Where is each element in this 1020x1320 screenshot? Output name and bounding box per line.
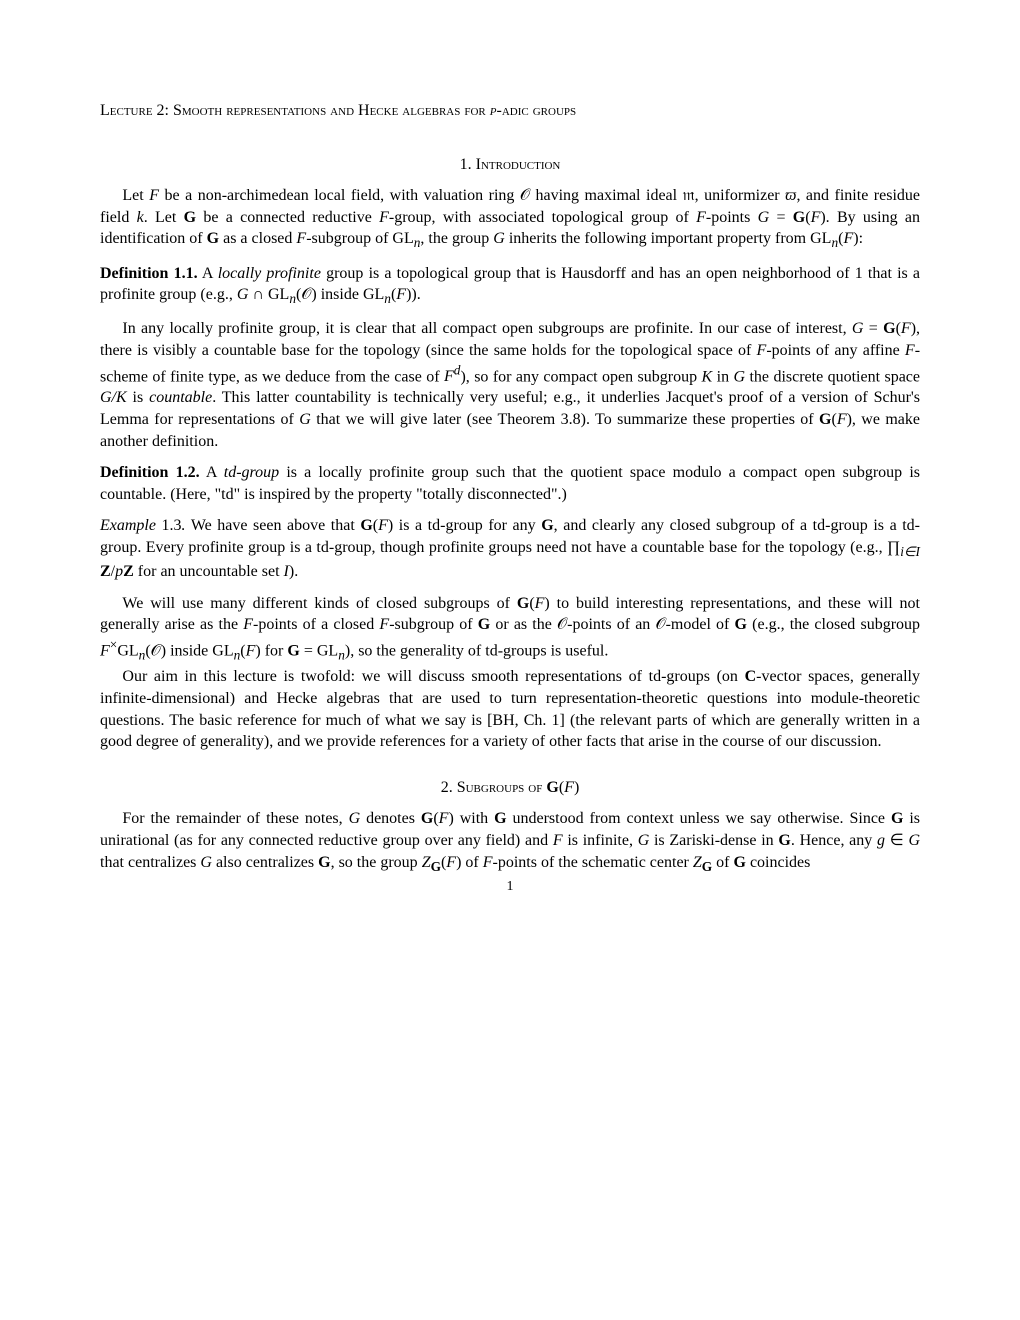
example-1-3: Example 1.3. We have seen above that G(F… [100, 515, 920, 582]
definition-1-1-label: Definition 1.1. [100, 265, 198, 282]
page-number: 1 [100, 878, 920, 897]
definition-1-2-label: Definition 1.2. [100, 464, 200, 481]
lecture-title: Lecture 2: Smooth representations and He… [100, 100, 920, 122]
definition-1-2: Definition 1.2. A td-group is a locally … [100, 462, 920, 505]
intro-para-1: Let F be a non-archimedean local field, … [100, 185, 920, 252]
section-2-heading: 2. Subgroups of G(F) [100, 777, 920, 799]
definition-1-1: Definition 1.1. A locally profinite grou… [100, 263, 920, 309]
lecture-title-text: Lecture 2: Smooth representations and He… [100, 102, 576, 119]
section-1-heading: 1. Introduction [100, 154, 920, 176]
example-1-3-num: 1.3 [162, 517, 182, 534]
intro-para-4: Our aim in this lecture is twofold: we w… [100, 666, 920, 752]
intro-para-2: In any locally profinite group, it is cl… [100, 318, 920, 452]
intro-para-3: We will use many different kinds of clos… [100, 593, 920, 665]
example-1-3-label: Example [100, 517, 162, 534]
section-2-para-1: For the remainder of these notes, G deno… [100, 808, 920, 875]
